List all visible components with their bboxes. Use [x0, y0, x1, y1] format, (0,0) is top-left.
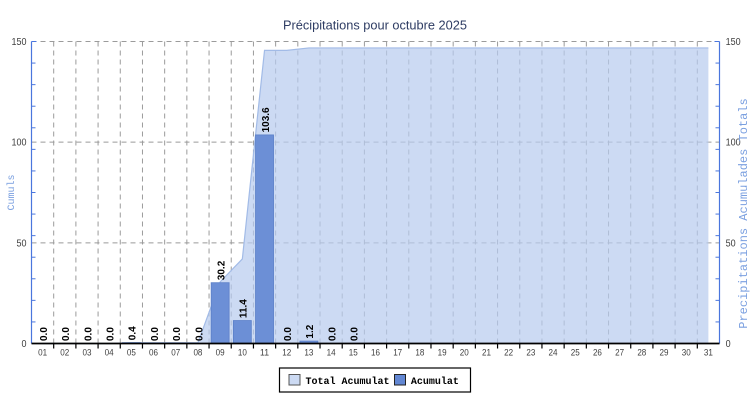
svg-text:0.0: 0.0: [327, 327, 338, 341]
svg-text:28: 28: [637, 347, 646, 358]
svg-text:0.0: 0.0: [61, 327, 72, 341]
svg-text:11: 11: [260, 347, 269, 358]
svg-text:08: 08: [193, 347, 202, 358]
svg-text:19: 19: [438, 347, 447, 358]
svg-text:Cumuls: Cumuls: [6, 174, 18, 210]
svg-text:30.2: 30.2: [216, 260, 227, 280]
svg-text:50: 50: [726, 238, 736, 249]
svg-text:0.0: 0.0: [350, 327, 361, 341]
svg-text:07: 07: [171, 347, 180, 358]
svg-text:Précipitations pour octubre 20: Précipitations pour octubre 2025: [283, 18, 467, 33]
svg-text:0.0: 0.0: [172, 327, 183, 341]
svg-text:0: 0: [22, 339, 27, 350]
svg-text:Acumulat: Acumulat: [411, 376, 459, 388]
svg-text:50: 50: [17, 238, 27, 249]
svg-text:21: 21: [482, 347, 491, 358]
svg-text:0.0: 0.0: [83, 327, 94, 341]
svg-text:12: 12: [282, 347, 291, 358]
svg-text:16: 16: [371, 347, 380, 358]
svg-text:Precipitations Acumulades Tota: Precipitations Acumulades Totals: [737, 98, 750, 328]
svg-text:0.0: 0.0: [150, 327, 161, 341]
svg-text:15: 15: [349, 347, 358, 358]
svg-text:22: 22: [504, 347, 513, 358]
svg-text:23: 23: [526, 347, 535, 358]
svg-text:1.2: 1.2: [305, 324, 316, 338]
svg-text:06: 06: [149, 347, 158, 358]
svg-text:29: 29: [660, 347, 669, 358]
svg-text:26: 26: [593, 347, 602, 358]
svg-text:100: 100: [12, 138, 27, 149]
svg-text:05: 05: [127, 347, 136, 358]
svg-text:18: 18: [415, 347, 424, 358]
svg-text:02: 02: [60, 347, 69, 358]
svg-text:150: 150: [12, 37, 27, 48]
svg-text:31: 31: [704, 347, 713, 358]
svg-text:20: 20: [460, 347, 469, 358]
svg-text:103.6: 103.6: [261, 107, 272, 132]
svg-text:17: 17: [393, 347, 402, 358]
svg-text:0.4: 0.4: [128, 326, 139, 340]
svg-text:100: 100: [726, 138, 741, 149]
svg-text:25: 25: [571, 347, 580, 358]
svg-text:0.0: 0.0: [283, 327, 294, 341]
svg-text:24: 24: [549, 347, 558, 358]
svg-text:04: 04: [105, 347, 114, 358]
svg-text:14: 14: [327, 347, 336, 358]
svg-text:01: 01: [38, 347, 47, 358]
svg-text:10: 10: [238, 347, 247, 358]
svg-text:Total Acumulat: Total Acumulat: [306, 376, 390, 388]
svg-text:09: 09: [216, 347, 225, 358]
svg-text:0: 0: [726, 339, 731, 350]
svg-text:13: 13: [304, 347, 313, 358]
svg-text:0.0: 0.0: [194, 327, 205, 341]
svg-text:0.0: 0.0: [39, 327, 50, 341]
svg-text:30: 30: [682, 347, 691, 358]
svg-text:03: 03: [82, 347, 91, 358]
svg-text:150: 150: [726, 37, 741, 48]
svg-text:0.0: 0.0: [105, 327, 116, 341]
svg-text:27: 27: [615, 347, 624, 358]
svg-text:11.4: 11.4: [239, 299, 250, 318]
